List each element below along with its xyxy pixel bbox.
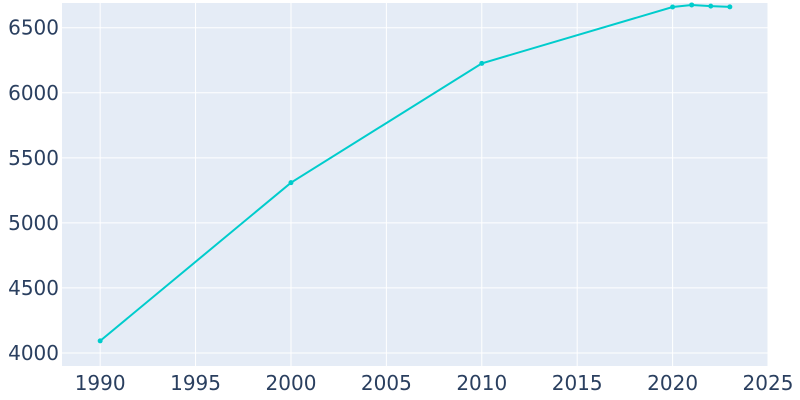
x-tick-label: 1990 [75, 371, 126, 395]
data-point [97, 338, 103, 344]
plot-area [62, 3, 768, 366]
data-point [670, 4, 676, 10]
x-axis-ticks: 1990 1995 2000 2005 2010 2015 2020 2025 [75, 371, 794, 395]
y-tick-label: 6000 [8, 81, 59, 105]
y-tick-label: 4000 [8, 341, 59, 365]
x-tick-label: 2015 [552, 371, 603, 395]
y-tick-label: 5500 [8, 146, 59, 170]
y-tick-label: 6500 [8, 16, 59, 40]
data-point [288, 180, 294, 186]
x-tick-label: 2005 [361, 371, 412, 395]
x-tick-label: 2020 [647, 371, 698, 395]
data-point [689, 2, 695, 8]
data-point [727, 4, 733, 10]
x-tick-label: 2010 [456, 371, 507, 395]
x-tick-label: 2025 [743, 371, 794, 395]
series [97, 2, 733, 344]
y-axis-ticks: 4000 4500 5000 5500 6000 6500 [8, 16, 59, 365]
y-tick-label: 4500 [8, 276, 59, 300]
x-tick-label: 2000 [266, 371, 317, 395]
x-tick-label: 1995 [170, 371, 221, 395]
grid [62, 3, 769, 366]
y-tick-label: 5000 [8, 211, 59, 235]
data-point [479, 60, 485, 66]
data-point [708, 3, 714, 9]
